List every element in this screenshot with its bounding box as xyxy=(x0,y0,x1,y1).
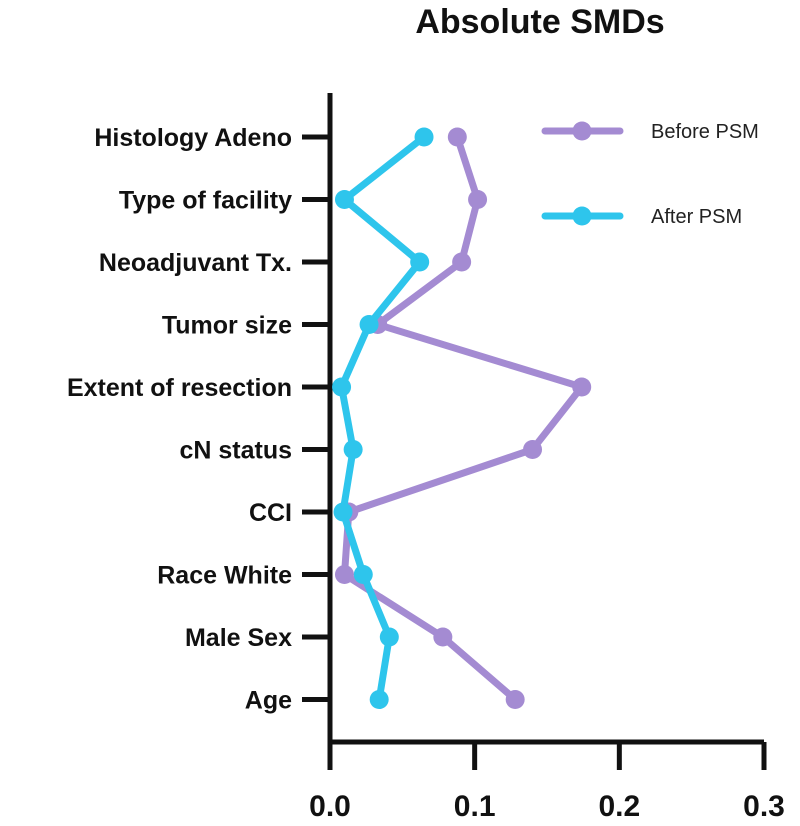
point-after-psm-cci xyxy=(333,502,353,522)
point-after-psm-histology-adeno xyxy=(414,127,434,147)
y-label-type-of-facility: Type of facility xyxy=(119,187,292,215)
y-label-histology-adeno: Histology Adeno xyxy=(94,124,292,152)
series-line-before-psm xyxy=(341,133,586,703)
point-after-psm-age xyxy=(369,690,389,709)
legend-marker-before-psm xyxy=(572,121,592,141)
x-tick-label-1: 0.1 xyxy=(454,790,496,823)
point-after-psm-type-of-facility xyxy=(334,190,354,209)
legend: Before PSM After PSM xyxy=(541,121,759,228)
legend-label-before-psm: Before PSM xyxy=(651,121,759,143)
y-label-tumor-size: Tumor size xyxy=(162,312,292,340)
series-after-psm xyxy=(332,127,434,709)
chart-title: Absolute SMDs xyxy=(415,3,664,41)
point-before-psm-extent-of-resection xyxy=(572,377,592,397)
y-label-age: Age xyxy=(245,687,292,715)
series-line-after-psm xyxy=(338,133,428,703)
point-before-psm-male-sex xyxy=(433,627,453,647)
x-tick-label-2: 0.2 xyxy=(598,790,640,823)
y-label-cn-status: cN status xyxy=(179,437,292,465)
y-axis-ticks xyxy=(302,134,330,702)
series-before-psm xyxy=(334,127,592,709)
point-after-psm-race-white xyxy=(353,565,373,584)
point-before-psm-neoadjuvant-tx xyxy=(452,252,472,272)
point-after-psm-tumor-size xyxy=(359,315,379,334)
y-label-extent-of-resection: Extent of resection xyxy=(67,374,292,402)
point-before-psm-age xyxy=(505,690,525,709)
point-before-psm-race-white xyxy=(334,565,354,584)
y-label-race-white: Race White xyxy=(157,562,292,590)
point-after-psm-male-sex xyxy=(379,627,399,647)
y-label-neoadjuvant-tx: Neoadjuvant Tx. xyxy=(99,249,292,277)
series-layer xyxy=(332,127,592,709)
x-axis-ticks xyxy=(327,742,767,770)
point-after-psm-extent-of-resection xyxy=(332,377,352,397)
x-axis-labels: 0.0 0.1 0.2 0.3 xyxy=(309,790,785,823)
point-after-psm-neoadjuvant-tx xyxy=(410,252,430,272)
x-tick-label-3: 0.3 xyxy=(743,790,785,823)
legend-label-after-psm: After PSM xyxy=(651,206,742,228)
point-after-psm-cn-status xyxy=(343,440,363,459)
y-axis-labels: Histology Adeno Type of facility Neoadjuva… xyxy=(67,124,292,715)
point-before-psm-type-of-facility xyxy=(468,190,488,209)
point-before-psm-cn-status xyxy=(523,440,543,459)
legend-marker-after-psm xyxy=(572,206,592,226)
x-tick-label-0: 0.0 xyxy=(309,790,351,823)
point-before-psm-histology-adeno xyxy=(447,127,467,147)
y-label-cci: CCI xyxy=(249,499,292,527)
y-label-male-sex: Male Sex xyxy=(185,624,292,652)
